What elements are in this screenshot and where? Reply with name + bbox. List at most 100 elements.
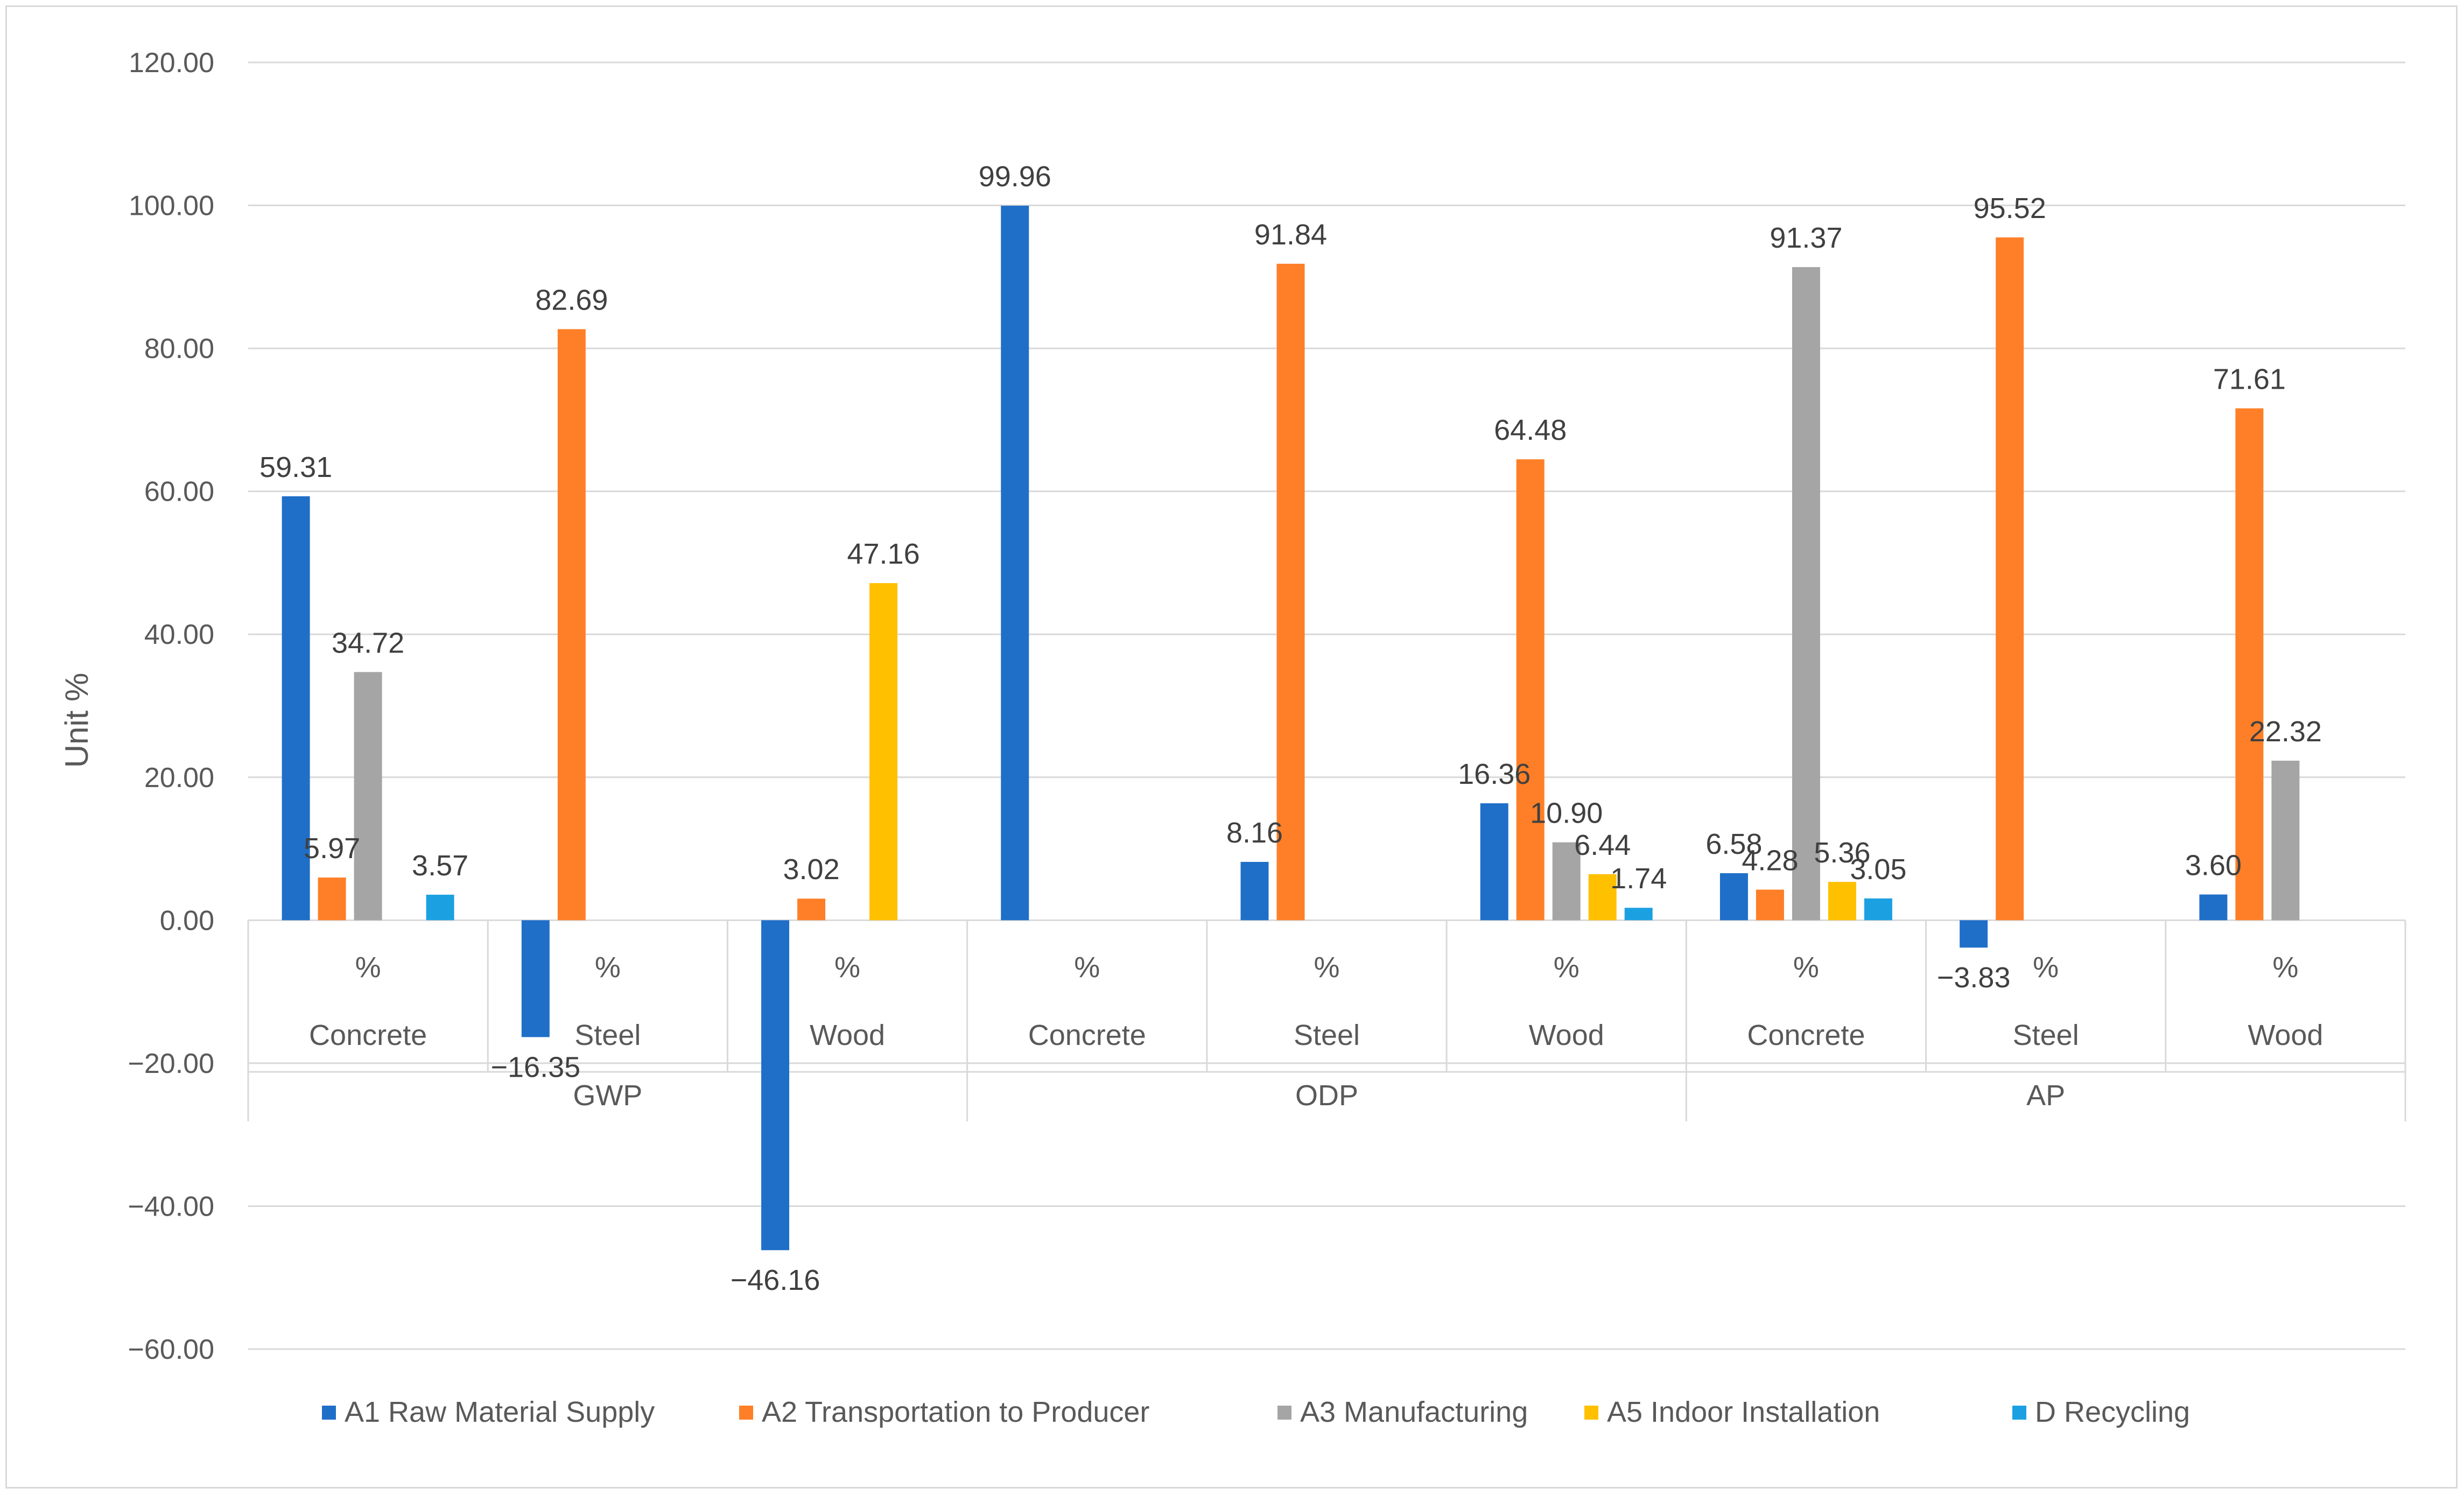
y-axis-title: Unit %: [59, 673, 95, 768]
data-label: 5.36: [1814, 837, 1870, 869]
bar: [1516, 459, 1545, 921]
data-label: 3.02: [783, 853, 840, 886]
material-label: Wood: [1529, 1019, 1604, 1051]
y-axis-ticks: 120.00 100.00 80.00 60.00 40.00 20.00 0.00 −20.…: [128, 47, 215, 1365]
legend-label: A2 Transportation to Producer: [762, 1396, 1149, 1428]
data-label: 1.74: [1610, 862, 1667, 895]
bar: [1480, 803, 1508, 921]
bar: [1828, 882, 1856, 921]
material-label: Steel: [574, 1019, 641, 1051]
y-tick-label: −40.00: [128, 1191, 215, 1222]
data-label: 34.72: [332, 627, 404, 659]
data-label: 91.84: [1254, 219, 1327, 251]
bar: [426, 894, 454, 921]
data-label: 6.44: [1574, 829, 1631, 861]
data-label: 6.58: [1705, 828, 1762, 860]
bar: [1240, 861, 1269, 921]
bar: [1552, 842, 1581, 921]
y-tick-label: 20.00: [144, 762, 214, 794]
bar: [1864, 898, 1892, 921]
data-label: 3.57: [412, 850, 468, 882]
bar-chart: 120.00 100.00 80.00 60.00 40.00 20.00 0.00 −20.…: [59, 47, 2406, 1428]
bar: [1276, 263, 1305, 921]
legend: A1 Raw Material Supply A2 Transportation …: [322, 1396, 2190, 1428]
data-label: −16.35: [490, 1051, 580, 1083]
bar: [1792, 267, 1820, 921]
data-label: 8.16: [1226, 817, 1283, 849]
y-tick-label: 40.00: [144, 619, 214, 650]
unit-label: %: [595, 951, 621, 984]
data-label: −3.83: [1937, 961, 2011, 994]
bars: [282, 206, 2300, 1251]
data-label: 4.28: [1742, 845, 1798, 877]
legend-swatch: [1277, 1406, 1291, 1420]
data-label: 64.48: [1494, 414, 1567, 446]
material-label: Steel: [1294, 1019, 1360, 1051]
data-label: 16.36: [1458, 758, 1531, 790]
impact-category-label: GWP: [573, 1079, 642, 1112]
bar: [318, 878, 346, 921]
data-label: 99.96: [979, 160, 1051, 193]
unit-label: %: [1074, 951, 1100, 984]
data-labels: 59.31 5.97 34.72 3.57 −16.35 82.69 −46.16 3.02 4…: [259, 160, 2322, 1296]
bar: [354, 672, 382, 921]
data-label: 59.31: [259, 451, 332, 483]
material-label: Steel: [2013, 1019, 2079, 1051]
bar: [869, 583, 898, 921]
bar: [1756, 889, 1784, 921]
bar: [1001, 206, 1029, 921]
unit-label: %: [1793, 951, 1819, 984]
category-axis: % Concrete% Steel% Wood% Concrete% Steel% Wood…: [247, 920, 2406, 1121]
gridlines: [248, 61, 2405, 1350]
unit-label: %: [834, 951, 860, 984]
data-label: 47.16: [847, 538, 919, 570]
bar: [1588, 874, 1617, 921]
bar: [797, 899, 826, 921]
legend-swatch: [1584, 1406, 1598, 1420]
bar: [761, 920, 790, 1251]
unit-label: %: [1314, 951, 1339, 984]
data-label: 10.90: [1530, 797, 1603, 830]
legend-swatch: [2012, 1406, 2026, 1420]
legend-label: A5 Indoor Installation: [1607, 1396, 1880, 1428]
legend-swatch: [322, 1406, 336, 1420]
legend-label: A3 Manufacturing: [1300, 1396, 1528, 1428]
impact-category-label: AP: [2026, 1079, 2065, 1112]
unit-label: %: [1554, 951, 1580, 984]
bar: [521, 920, 550, 1037]
bar: [2199, 894, 2228, 921]
legend-label: D Recycling: [2035, 1396, 2190, 1428]
bar: [1719, 873, 1748, 921]
bar: [557, 329, 586, 921]
unit-label: %: [355, 951, 381, 984]
legend-swatch: [739, 1406, 753, 1420]
material-label: Concrete: [309, 1019, 427, 1051]
unit-label: %: [2272, 951, 2298, 984]
bar: [1624, 908, 1653, 921]
unit-label: %: [2033, 951, 2059, 984]
data-label: 3.05: [1850, 853, 1906, 886]
impact-category-label: ODP: [1295, 1079, 1358, 1112]
material-label: Wood: [2248, 1019, 2323, 1051]
data-label: 82.69: [535, 284, 608, 316]
material-label: Wood: [810, 1019, 885, 1051]
bar: [2271, 760, 2300, 921]
y-tick-label: 60.00: [144, 476, 214, 508]
data-label: 95.52: [1974, 192, 2046, 224]
y-tick-label: 80.00: [144, 333, 214, 364]
data-label: 5.97: [304, 832, 360, 865]
data-label: −46.16: [731, 1264, 820, 1296]
data-label: 22.32: [2249, 715, 2322, 748]
data-label: 3.60: [2185, 850, 2242, 882]
bar: [1960, 920, 1988, 948]
legend-label: A1 Raw Material Supply: [345, 1396, 655, 1428]
bar: [2235, 408, 2264, 921]
y-tick-label: −60.00: [128, 1334, 215, 1365]
chart-frame: 120.00 100.00 80.00 60.00 40.00 20.00 0.00 −20.…: [5, 5, 2458, 1489]
bar: [282, 496, 310, 921]
data-label: 91.37: [1770, 222, 1842, 254]
material-label: Concrete: [1747, 1019, 1865, 1051]
material-label: Concrete: [1028, 1019, 1146, 1051]
data-label: 71.61: [2213, 363, 2286, 396]
y-tick-label: 100.00: [129, 191, 214, 222]
